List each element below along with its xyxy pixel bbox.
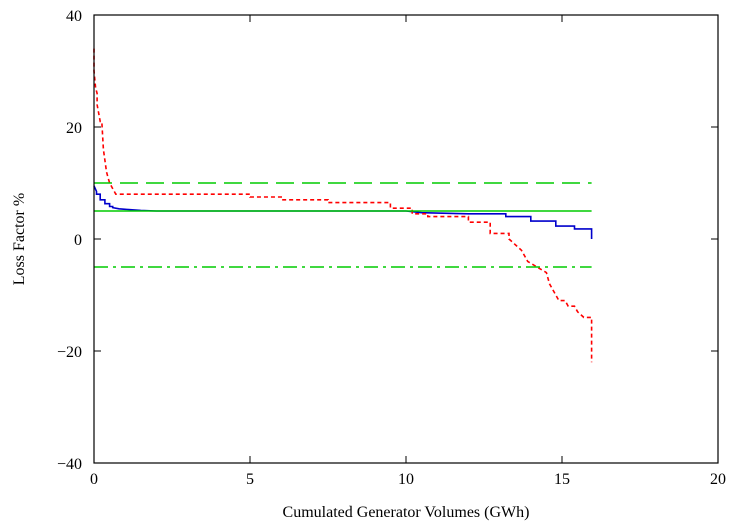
plot-frame (93, 14, 719, 464)
series-layer (93, 48, 593, 363)
x-tick-label: 15 (554, 471, 570, 488)
x-tick-label: 0 (90, 471, 98, 488)
y-tick-label: 0 (74, 232, 82, 249)
x-tick-label: 20 (710, 471, 726, 488)
x-axis-label: Cumulated Generator Volumes (GWh) (283, 504, 530, 521)
series-line-2-dotted (93, 48, 593, 363)
x-tick-label: 10 (398, 471, 414, 488)
y-tick-label: 20 (66, 120, 82, 137)
ticks-layer: 0 5 10 15 20 −40 −20 0 20 40 (57, 8, 726, 488)
y-tick-label: −20 (57, 344, 82, 361)
axes-layer (93, 14, 719, 464)
y-tick-label: 40 (66, 8, 82, 25)
series-line-1-solid (93, 185, 593, 239)
x-tick-label: 5 (246, 471, 254, 488)
y-axis-label: Loss Factor % (11, 193, 28, 285)
y-tick-label: −40 (57, 456, 82, 473)
